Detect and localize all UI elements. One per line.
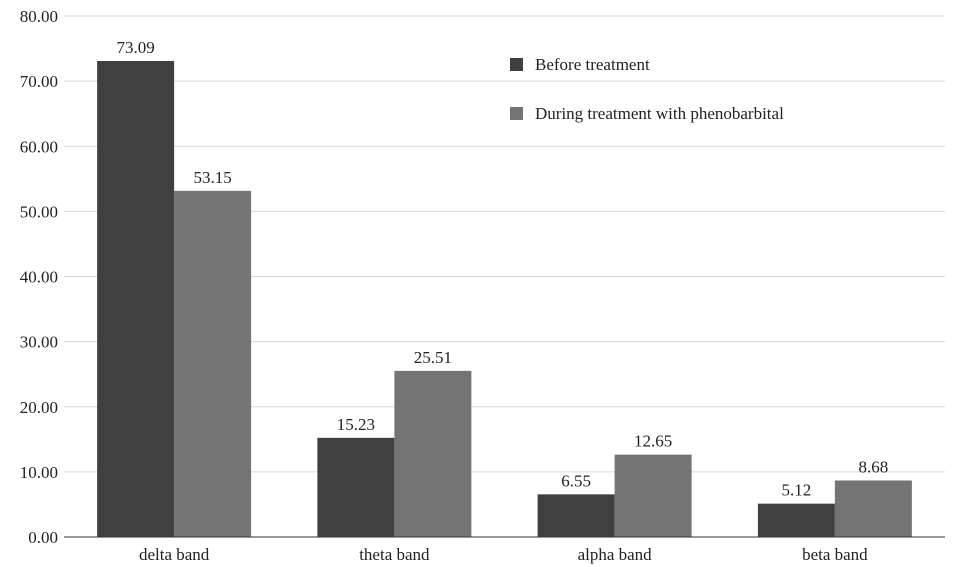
- data-label: 12.65: [634, 432, 672, 451]
- data-label: 6.55: [561, 471, 591, 490]
- x-axis-categories: delta band theta band alpha band beta band: [139, 545, 868, 564]
- data-label: 8.68: [859, 457, 889, 476]
- y-tick-label: 10.00: [20, 463, 58, 482]
- data-label: 53.15: [194, 168, 232, 187]
- x-category-label: beta band: [802, 545, 868, 564]
- bar-before-theta-band: [317, 437, 395, 537]
- y-tick-label: 0.00: [28, 528, 58, 547]
- y-axis-ticks: 0.00 10.00 20.00 30.00 40.00 50.00 60.00 70.00 8…: [20, 7, 58, 547]
- y-tick-label: 60.00: [20, 137, 58, 156]
- bar-before-beta-band: [757, 503, 835, 537]
- legend-swatch-during: [510, 107, 523, 120]
- bar-during-beta-band: [834, 480, 912, 537]
- x-category-label: delta band: [139, 545, 210, 564]
- data-labels: 73.09 53.15 15.23 25.51 6.55 12.65 5.12 8.68: [117, 38, 889, 500]
- bars: [97, 61, 912, 537]
- data-label: 5.12: [782, 481, 812, 500]
- x-category-label: alpha band: [578, 545, 653, 564]
- y-tick-label: 50.00: [20, 202, 58, 221]
- bar-during-alpha-band: [614, 454, 692, 537]
- bar-during-theta-band: [394, 370, 472, 537]
- legend: Before treatment During treatment with p…: [510, 55, 784, 123]
- data-label: 73.09: [117, 38, 155, 57]
- data-label: 25.51: [414, 348, 452, 367]
- legend-label-before: Before treatment: [535, 55, 650, 74]
- y-tick-label: 80.00: [20, 7, 58, 26]
- legend-label-during: During treatment with phenobarbital: [535, 104, 784, 123]
- legend-swatch-before: [510, 58, 523, 71]
- x-category-label: theta band: [359, 545, 430, 564]
- bar-before-alpha-band: [537, 494, 615, 537]
- bar-before-delta-band: [97, 61, 175, 537]
- y-tick-label: 70.00: [20, 72, 58, 91]
- bar-during-delta-band: [174, 190, 252, 537]
- y-tick-label: 30.00: [20, 333, 58, 352]
- data-label: 15.23: [337, 415, 375, 434]
- y-tick-label: 40.00: [20, 268, 58, 287]
- y-tick-label: 20.00: [20, 398, 58, 417]
